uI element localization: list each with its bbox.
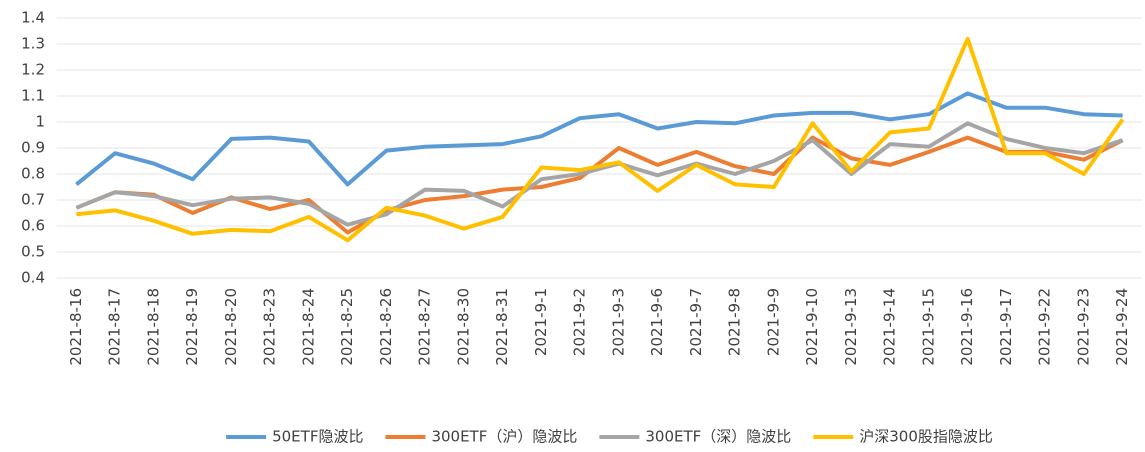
x-tick-label: 2021-9-6	[648, 288, 666, 356]
x-tick-label: 2021-8-23	[261, 288, 279, 366]
legend-label: 50ETF隐波比	[272, 428, 363, 446]
x-tick-label: 2021-8-27	[416, 288, 434, 366]
x-tick-label: 2021-8-30	[454, 288, 472, 366]
x-tick-label: 2021-9-3	[609, 288, 627, 356]
x-tick-label: 2021-9-9	[764, 288, 782, 356]
series-line	[75, 135, 1124, 235]
x-tick-label: 2021-8-24	[299, 288, 317, 366]
x-tick-label: 2021-8-16	[67, 288, 85, 366]
x-tick-label: 2021-8-18	[144, 288, 162, 366]
x-tick-label: 2021-9-24	[1113, 288, 1131, 366]
x-tick-label: 2021-9-10	[803, 288, 821, 366]
x-tick-label: 2021-9-2	[571, 288, 589, 356]
x-tick-label: 2021-8-25	[338, 288, 356, 366]
y-tick-label: 1.2	[21, 61, 45, 79]
x-tick-label: 2021-8-20	[222, 288, 240, 366]
series-line	[75, 91, 1123, 187]
x-tick-label: 2021-9-23	[1074, 288, 1092, 366]
x-tick-label: 2021-8-19	[183, 288, 201, 366]
x-tick-label: 2021-9-8	[726, 288, 744, 356]
x-tick-label: 2021-9-7	[687, 288, 705, 356]
y-tick-label: 0.4	[21, 269, 45, 287]
series-line	[76, 36, 1125, 243]
x-tick-label: 2021-8-17	[106, 288, 124, 366]
y-tick-label: 0.7	[21, 191, 45, 209]
y-tick-label: 1	[35, 113, 45, 131]
x-tick-label: 2021-9-13	[842, 288, 860, 366]
x-tick-label: 2021-9-22	[1036, 288, 1054, 366]
x-tick-label: 2021-8-31	[493, 288, 511, 366]
y-tick-label: 1.1	[21, 87, 45, 105]
y-tick-label: 0.6	[21, 217, 45, 235]
y-tick-label: 1.4	[21, 9, 45, 27]
y-tick-label: 0.8	[21, 165, 45, 183]
x-tick-label: 2021-9-17	[997, 288, 1015, 366]
y-tick-label: 0.5	[21, 243, 45, 261]
x-tick-label: 2021-9-1	[532, 288, 550, 356]
legend-label: 300ETF（沪）隐波比	[431, 428, 577, 446]
x-tick-label: 2021-8-26	[377, 288, 395, 366]
series-line	[75, 121, 1124, 227]
x-tick-label: 2021-9-15	[919, 288, 937, 366]
y-tick-label: 1.3	[21, 35, 45, 53]
legend-label: 300ETF（深）隐波比	[645, 428, 791, 446]
legend-label: 沪深300股指隐波比	[859, 428, 993, 446]
legend: 50ETF隐波比 300ETF（沪）隐波比 300ETF（深）隐波比 沪深300股指隐…	[226, 428, 993, 446]
x-tick-label: 2021-9-16	[958, 288, 976, 366]
x-tick-label: 2021-9-14	[881, 288, 899, 366]
y-tick-label: 0.9	[21, 139, 45, 157]
